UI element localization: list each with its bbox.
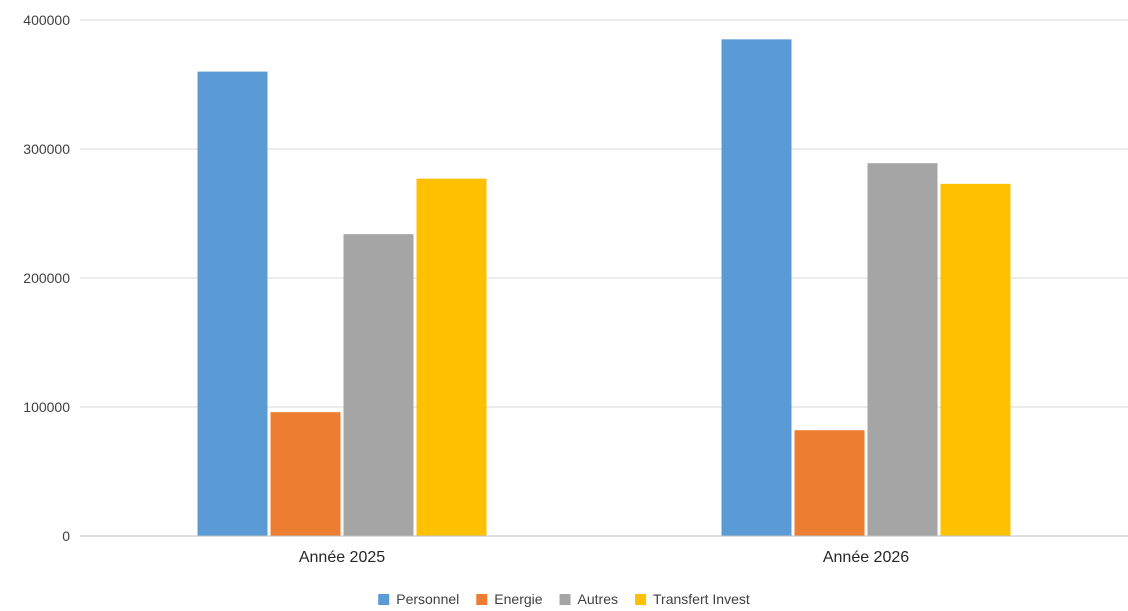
x-axis: Année 2025 Année 2026 (80, 535, 1128, 566)
legend-label: Personnel (396, 591, 459, 607)
y-axis-ticks: 0 100000 200000 300000 400000 (23, 12, 70, 544)
bar-transfert-invest-1 (940, 183, 1011, 536)
legend-label: Autres (578, 591, 618, 607)
legend: Personnel Energie Autres Transfert Invest (378, 591, 750, 607)
y-tick-label: 300000 (23, 141, 70, 157)
bar-autres-1 (867, 163, 938, 536)
y-tick-label: 400000 (23, 12, 70, 28)
legend-label: Energie (494, 591, 542, 607)
bar-energie-1 (794, 430, 865, 536)
y-tick-label: 200000 (23, 270, 70, 286)
legend-swatch-energie (476, 594, 488, 605)
legend-swatch-autres (559, 594, 571, 605)
bar-personnel-1 (721, 39, 792, 536)
x-category-label: Année 2025 (299, 549, 385, 566)
x-category-label: Année 2026 (823, 549, 909, 566)
y-tick-label: 100000 (23, 399, 70, 415)
bar-personnel-0 (197, 71, 268, 536)
bars (197, 39, 1011, 537)
y-tick-label: 0 (62, 528, 70, 544)
legend-label: Transfert Invest (653, 591, 750, 607)
bar-transfert-invest-0 (416, 178, 487, 537)
legend-swatch-personnel (378, 594, 390, 605)
legend-swatch-transfert-invest (635, 594, 647, 605)
bar-energie-0 (270, 412, 341, 536)
bar-autres-0 (343, 234, 414, 536)
